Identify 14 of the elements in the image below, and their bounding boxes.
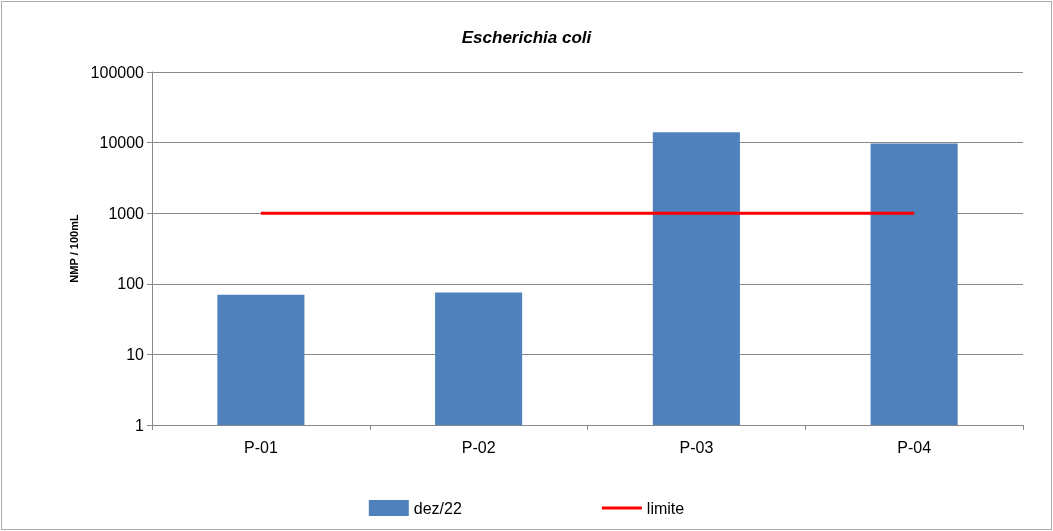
- chart-title: Escherichia coli: [461, 28, 593, 47]
- y-tick-label: 1000: [108, 204, 145, 222]
- x-tick-label: P-02: [461, 438, 496, 456]
- y-tick-label: 100000: [90, 63, 145, 81]
- y-tick-label: 100: [117, 275, 145, 293]
- y-axis-title: NMP / 100mL: [68, 214, 81, 283]
- y-tick-label: 10000: [99, 134, 145, 152]
- x-tick-label: P-01: [243, 438, 278, 456]
- x-tick-label: P-03: [679, 438, 714, 456]
- y-tick-label: 1: [135, 416, 145, 434]
- legend-label: dez/22: [413, 499, 462, 517]
- legend-label: limite: [646, 499, 685, 517]
- x-tick-label: P-04: [897, 438, 932, 456]
- y-tick-label: 10: [126, 345, 145, 363]
